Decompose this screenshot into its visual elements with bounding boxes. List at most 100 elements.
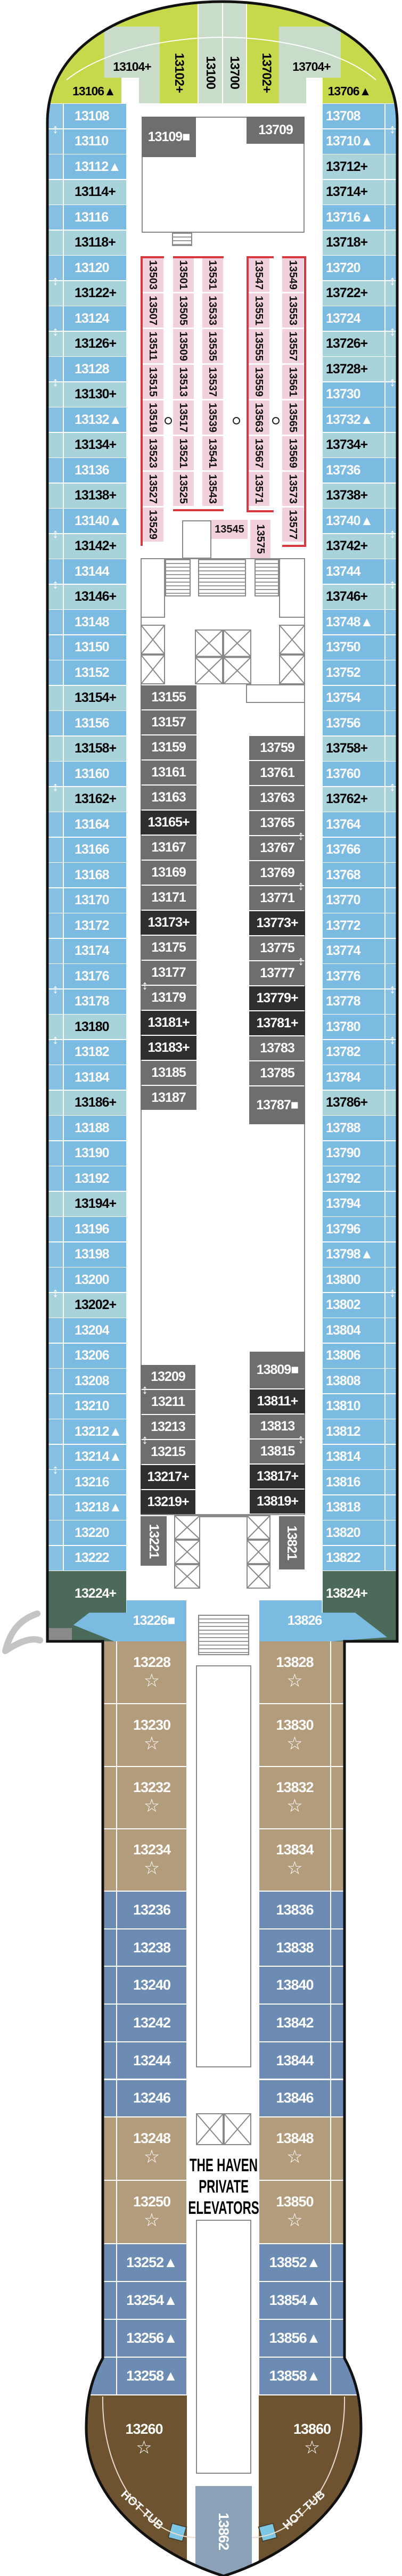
- cabin[interactable]: 13244: [117, 2042, 186, 2079]
- cabin[interactable]: 13248 ☆: [117, 2117, 186, 2180]
- cabin[interactable]: 13213: [141, 1415, 195, 1439]
- cabin[interactable]: 13166: [64, 838, 126, 862]
- cabin[interactable]: 13765: [249, 811, 305, 835]
- cabin[interactable]: 13815: [250, 1440, 305, 1463]
- cabin[interactable]: 13808: [323, 1369, 384, 1393]
- cabin[interactable]: 13234 ☆: [117, 1829, 186, 1891]
- cabin[interactable]: 13790: [323, 1141, 384, 1166]
- cabin[interactable]: 13204: [64, 1318, 126, 1343]
- cabin[interactable]: 13722+: [323, 281, 384, 306]
- cabin[interactable]: 13537: [202, 365, 223, 399]
- cabin[interactable]: 13196: [64, 1217, 126, 1241]
- cabin[interactable]: 13842: [259, 2005, 330, 2041]
- cabin[interactable]: 13700: [223, 43, 247, 103]
- cabin[interactable]: 13762+: [323, 787, 384, 812]
- cabin[interactable]: 13215: [141, 1440, 195, 1464]
- cabin[interactable]: 13157: [141, 710, 196, 734]
- cabin[interactable]: 13501: [173, 258, 194, 292]
- cabin[interactable]: 13138+: [64, 484, 126, 508]
- cabin[interactable]: 13788: [323, 1116, 384, 1140]
- cabin[interactable]: 13124: [64, 306, 126, 331]
- cabin[interactable]: 13716▲: [323, 205, 384, 230]
- cabin[interactable]: 13242: [117, 2005, 186, 2041]
- cabin[interactable]: 13118+: [64, 231, 126, 255]
- cabin[interactable]: 13709: [247, 117, 305, 144]
- cabin[interactable]: 13775: [249, 936, 305, 960]
- cabin[interactable]: 13760: [323, 762, 384, 786]
- cabin[interactable]: 13503: [143, 258, 163, 292]
- cabin[interactable]: 13832 ☆: [259, 1767, 330, 1828]
- cabin[interactable]: 13236: [117, 1892, 186, 1928]
- cabin[interactable]: 13209: [141, 1365, 195, 1389]
- cabin[interactable]: 13571: [249, 472, 269, 506]
- cabin[interactable]: 13221: [141, 1516, 167, 1566]
- cabin[interactable]: 13763: [249, 786, 305, 810]
- cabin[interactable]: 13786+: [323, 1091, 384, 1115]
- cabin[interactable]: 13183+: [141, 1036, 196, 1060]
- cabin[interactable]: 13154+: [64, 686, 126, 710]
- cabin[interactable]: 13761: [249, 761, 305, 785]
- cabin[interactable]: 13771: [249, 886, 305, 910]
- cabin[interactable]: 13549: [282, 258, 303, 292]
- cabin[interactable]: 13559: [249, 365, 269, 399]
- cabin[interactable]: 13511: [143, 329, 163, 363]
- cabin[interactable]: 13211: [141, 1390, 195, 1414]
- cabin[interactable]: 13202+: [64, 1293, 126, 1318]
- cabin[interactable]: 13218▲: [64, 1495, 126, 1520]
- cabin[interactable]: 13150: [64, 635, 126, 660]
- cabin[interactable]: 13772: [323, 913, 384, 938]
- cabin[interactable]: 13198: [64, 1242, 126, 1267]
- cabin[interactable]: 13547: [249, 258, 269, 292]
- cabin[interactable]: 13822: [323, 1546, 384, 1571]
- cabin[interactable]: 13246: [117, 2080, 186, 2117]
- cabin[interactable]: 13781+: [249, 1011, 305, 1035]
- cabin[interactable]: 13561: [282, 365, 303, 399]
- cabin[interactable]: 13174: [64, 939, 126, 963]
- cabin[interactable]: 13109■: [142, 117, 196, 157]
- cabin[interactable]: 13230 ☆: [117, 1704, 186, 1766]
- cabin[interactable]: 13171: [141, 886, 196, 910]
- cabin[interactable]: 13238: [117, 1929, 186, 1966]
- cabin[interactable]: 13854▲: [259, 2282, 330, 2319]
- cabin[interactable]: 13146+: [64, 585, 126, 609]
- cabin[interactable]: 13806: [323, 1344, 384, 1368]
- cabin[interactable]: 13543: [202, 472, 223, 506]
- cabin[interactable]: 13819+: [250, 1490, 305, 1514]
- cabin[interactable]: 13828 ☆: [259, 1641, 330, 1703]
- cabin[interactable]: 13704+: [282, 56, 341, 77]
- cabin[interactable]: 13756: [323, 711, 384, 735]
- cabin[interactable]: 13575: [250, 520, 270, 558]
- cabin[interactable]: 13555: [249, 329, 269, 363]
- cabin[interactable]: 13754: [323, 686, 384, 710]
- cabin[interactable]: 13187: [141, 1086, 196, 1110]
- cabin[interactable]: 13188: [64, 1116, 126, 1140]
- cabin[interactable]: 13734+: [323, 433, 384, 457]
- cabin[interactable]: 13779+: [249, 986, 305, 1010]
- cabin[interactable]: 13821: [279, 1516, 305, 1569]
- cabin[interactable]: 13194+: [64, 1192, 126, 1216]
- cabin[interactable]: 13254▲: [117, 2282, 186, 2319]
- cabin[interactable]: 13796: [323, 1217, 384, 1241]
- cabin[interactable]: 13782: [323, 1040, 384, 1065]
- cabin[interactable]: 13838: [259, 1929, 330, 1966]
- cabin[interactable]: 13100: [198, 43, 223, 103]
- cabin[interactable]: 13217+: [141, 1465, 195, 1489]
- cabin[interactable]: 13764: [323, 812, 384, 837]
- cabin[interactable]: 13163: [141, 786, 196, 809]
- cabin[interactable]: 13168: [64, 863, 126, 887]
- cabin[interactable]: 13724: [323, 306, 384, 331]
- cabin[interactable]: 13208: [64, 1369, 126, 1393]
- cabin[interactable]: 13846: [259, 2080, 330, 2117]
- cabin[interactable]: 13860 ☆: [259, 2395, 376, 2575]
- cabin[interactable]: 13182: [64, 1040, 126, 1065]
- cabin[interactable]: 13773+: [249, 911, 305, 935]
- cabin[interactable]: 13102+: [160, 43, 198, 103]
- cabin[interactable]: 13112▲: [64, 154, 126, 179]
- cabin[interactable]: 13523: [143, 436, 163, 470]
- cabin[interactable]: 13830 ☆: [259, 1704, 330, 1766]
- cabin[interactable]: 13161: [141, 760, 196, 784]
- cabin[interactable]: 13726+: [323, 332, 384, 356]
- cabin[interactable]: 13728+: [323, 357, 384, 381]
- cabin[interactable]: 13140▲: [64, 509, 126, 533]
- cabin[interactable]: 13132▲: [64, 407, 126, 432]
